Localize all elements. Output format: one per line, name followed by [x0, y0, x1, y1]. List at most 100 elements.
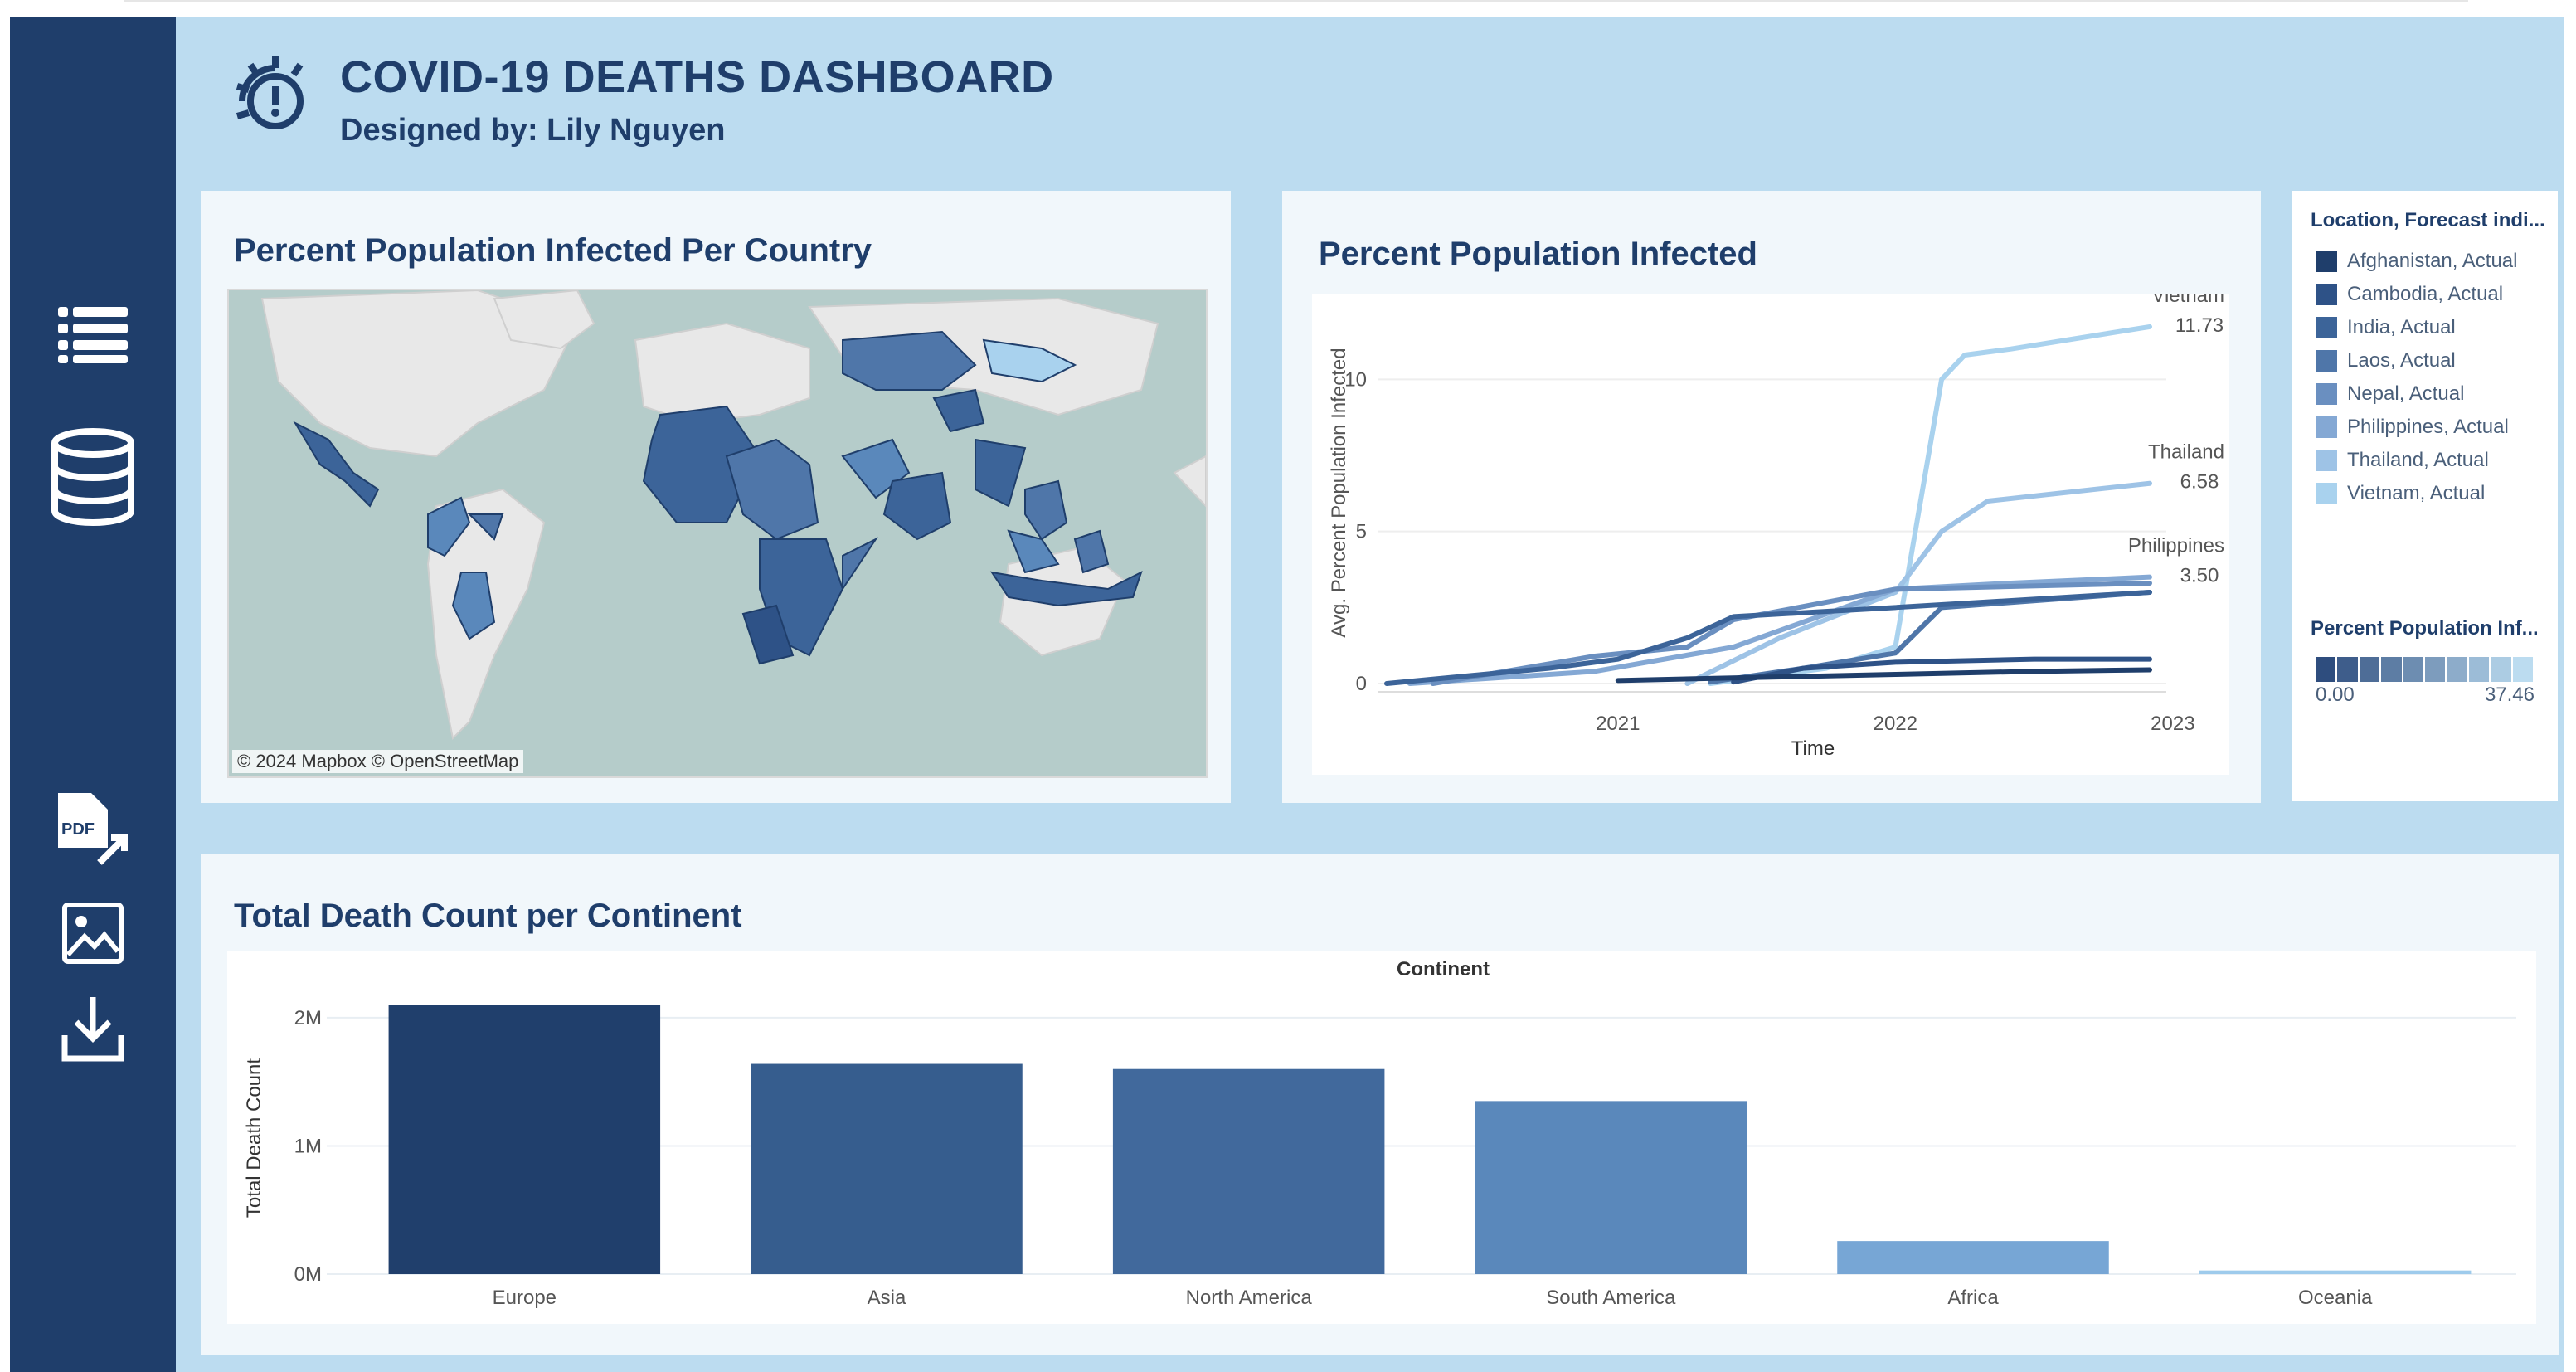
line-end-label-name: Vietnam: [2151, 294, 2224, 307]
line-series-cambodia[interactable]: [1731, 656, 2152, 685]
bar-category-label: Asia: [868, 1287, 906, 1309]
legend-title: Location, Forecast indi...: [2311, 209, 2545, 231]
line-y-axis-label: Avg. Percent Population Infected: [1328, 348, 1350, 637]
list-icon[interactable]: [10, 289, 176, 380]
bar-category-label: South America: [1546, 1287, 1676, 1309]
legend-item[interactable]: Laos, Actual: [2316, 348, 2456, 373]
database-icon[interactable]: [10, 423, 176, 531]
color-ramp-max: 37.46: [2484, 684, 2535, 706]
legend-swatch: [2316, 383, 2337, 405]
legend-swatch: [2316, 416, 2337, 438]
bar-category-label: Oceania: [2298, 1287, 2373, 1309]
legend-label: India, Actual: [2347, 316, 2456, 338]
legend-label: Vietnam, Actual: [2347, 482, 2486, 504]
legend-swatch: [2316, 483, 2337, 504]
line-chart-panel: Percent Population Infected 0 5 10 2021 2022…: [1282, 191, 2261, 803]
bar-top-label: Continent: [1397, 958, 1490, 980]
legend-label: Nepal, Actual: [2347, 382, 2465, 405]
bar-category-label: Africa: [1947, 1287, 1999, 1309]
line-x-tick: 2021: [1596, 713, 1640, 735]
download-icon[interactable]: [10, 987, 176, 1070]
map-panel-title: Percent Population Infected Per Country: [234, 232, 872, 269]
color-ramp-min: 0.00: [2316, 684, 2355, 706]
bar-europe[interactable]: [388, 1005, 661, 1274]
legend-item[interactable]: Philippines, Actual: [2316, 415, 2509, 440]
bar-oceania[interactable]: [2199, 1270, 2472, 1274]
color-ramp-step: [2468, 657, 2491, 682]
color-ramp-bar: [2316, 657, 2535, 682]
bar-y-tick: 1M: [294, 1135, 322, 1157]
line-end-label-name: Philippines: [2128, 535, 2224, 557]
line-series-thailand[interactable]: [1684, 480, 2152, 686]
line-series-nepal[interactable]: [1430, 581, 2152, 686]
line-x-axis-label: Time: [1791, 737, 1835, 760]
line-x-tick: 2023: [2151, 713, 2194, 735]
world-map-svg: [260, 290, 1206, 741]
legend-item[interactable]: Nepal, Actual: [2316, 382, 2464, 406]
bar-category-label: North America: [1186, 1287, 1313, 1309]
legend-swatch: [2316, 350, 2337, 372]
line-series-afghanistan[interactable]: [1615, 667, 2152, 684]
legend-item[interactable]: India, Actual: [2316, 315, 2456, 340]
legend-swatch: [2316, 251, 2337, 272]
legend-label: Philippines, Actual: [2347, 416, 2509, 438]
sidebar: PDF: [10, 17, 176, 1372]
line-chart-svg: 0 5 10 2021 2022 2023 Vietnam 11.73 Thailand 6.5…: [1328, 285, 2224, 760]
line-y-tick: 0: [1356, 673, 1367, 695]
image-icon[interactable]: [10, 896, 176, 971]
legend-label: Cambodia, Actual: [2347, 283, 2504, 305]
color-ramp-step: [2447, 657, 2469, 682]
line-y-tick: 10: [1344, 368, 1367, 391]
pdf-export-icon[interactable]: PDF: [10, 788, 176, 871]
line-series-philippines[interactable]: [1407, 574, 2152, 686]
bar-chart-title: Total Death Count per Continent: [234, 898, 742, 934]
world-map[interactable]: © 2024 Mapbox © OpenStreetMap: [227, 289, 1208, 778]
bar-chart-panel: Total Death Count per Continent Continen…: [201, 854, 2559, 1355]
top-divider: [124, 0, 2468, 2]
legend-label: Laos, Actual: [2347, 349, 2456, 372]
color-ramp-title: Percent Population Inf...: [2311, 617, 2539, 640]
line-y-tick: 5: [1356, 521, 1367, 543]
line-end-label-value: 6.58: [2180, 471, 2219, 494]
bar-africa[interactable]: [1837, 1241, 2109, 1274]
color-ramp-step: [2491, 657, 2513, 682]
bar-y-tick: 0M: [294, 1263, 322, 1286]
legend-item[interactable]: Afghanistan, Actual: [2316, 249, 2517, 274]
bar-category-label: Europe: [493, 1287, 557, 1309]
dashboard-canvas: COVID-19 DEATHS DASHBOARD Designed by: L…: [176, 17, 2564, 1372]
svg-text:PDF: PDF: [61, 820, 95, 839]
color-ramp-step: [2403, 657, 2426, 682]
line-chart-area: 0 5 10 2021 2022 2023 Vietnam 11.73 Thailand 6.5…: [1312, 285, 2229, 775]
legend-label: Afghanistan, Actual: [2347, 250, 2518, 272]
legend-swatch: [2316, 284, 2337, 305]
line-series-india[interactable]: [1384, 590, 2152, 686]
bar-south-america[interactable]: [1475, 1101, 1747, 1274]
bar-y-tick: 2M: [294, 1007, 322, 1029]
line-end-label-value: 11.73: [2175, 314, 2224, 337]
legend-item[interactable]: Thailand, Actual: [2316, 448, 2489, 473]
color-ramp-step: [2512, 657, 2535, 682]
legend-item[interactable]: Vietnam, Actual: [2316, 481, 2485, 506]
line-end-label-name: Thailand: [2148, 441, 2224, 464]
virus-alert-icon: [236, 56, 304, 129]
dashboard-title: COVID-19 DEATHS DASHBOARD: [340, 52, 1054, 102]
line-chart-title: Percent Population Infected: [1319, 236, 1757, 272]
bar-chart-svg: Continent Total Death Count 0M 1M 2M Europe…: [243, 958, 2516, 1309]
bar-north-america[interactable]: [1112, 1068, 1385, 1274]
color-ramp-step: [2359, 657, 2382, 682]
line-end-label-value: 3.50: [2180, 565, 2219, 587]
color-ramp-step: [2337, 657, 2360, 682]
legend-swatch: [2316, 317, 2337, 338]
legend-label: Thailand, Actual: [2347, 449, 2489, 471]
color-ramp-step: [2316, 657, 2338, 682]
map-credit: © 2024 Mapbox © OpenStreetMap: [232, 750, 524, 773]
legend-swatch: [2316, 450, 2337, 471]
location-legend: Location, Forecast indi... Afghanistan, …: [2292, 191, 2558, 601]
bar-y-axis-label: Total Death Count: [243, 1058, 265, 1218]
legend-item[interactable]: Cambodia, Actual: [2316, 282, 2503, 307]
bar-asia[interactable]: [751, 1063, 1023, 1274]
color-ramp-legend: Percent Population Inf... 0.00 37.46: [2292, 599, 2558, 801]
map-panel: Percent Population Infected Per Country: [201, 191, 1231, 803]
line-x-tick: 2022: [1874, 713, 1917, 735]
color-ramp-step: [2425, 657, 2447, 682]
